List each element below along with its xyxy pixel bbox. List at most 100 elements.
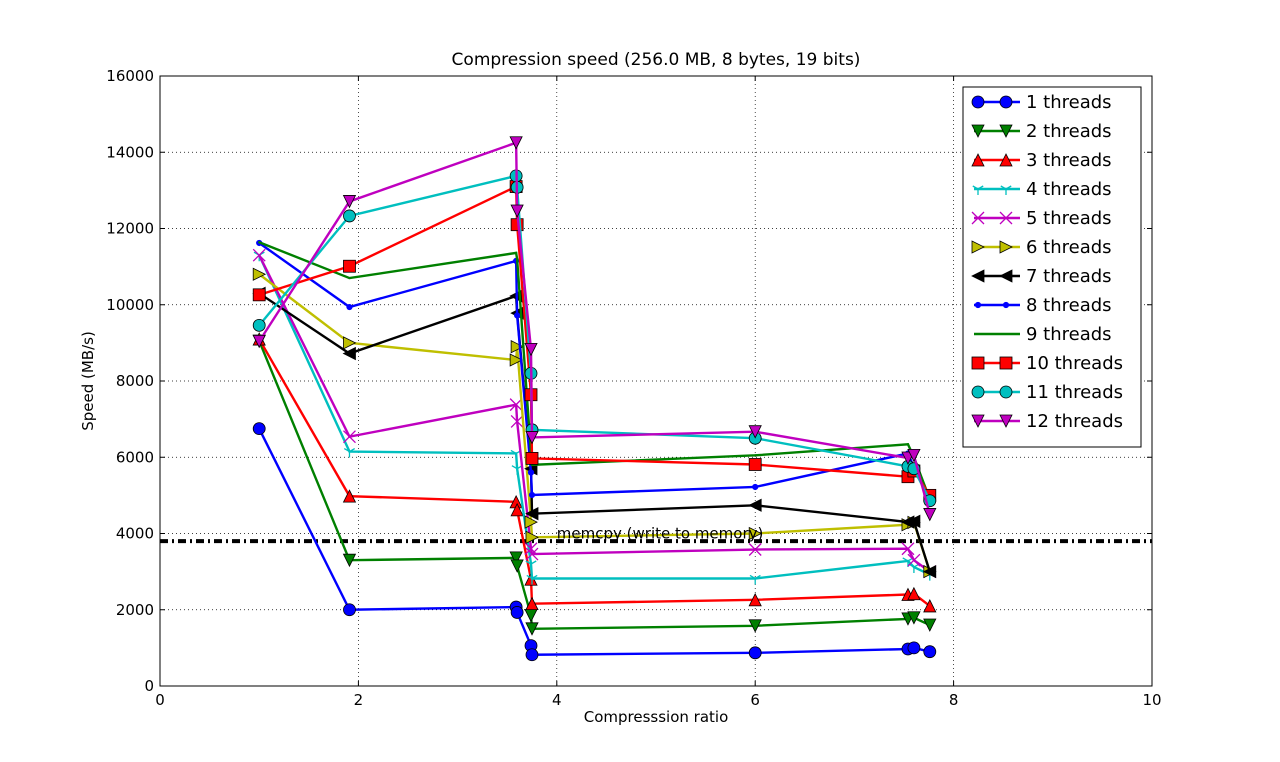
series-1-point xyxy=(510,606,524,619)
series-group xyxy=(252,136,937,662)
legend-marker xyxy=(977,333,979,335)
series-4-point xyxy=(343,447,356,458)
series-8-point xyxy=(514,312,521,319)
series-9-point xyxy=(906,443,909,446)
series-3-point xyxy=(510,502,524,517)
series-10-point xyxy=(525,451,539,465)
series-9-point xyxy=(754,454,757,457)
memcpy-annotation: memcpy (write to memory) xyxy=(557,525,764,543)
series-3 xyxy=(252,332,937,613)
y-tick-label: 10000 xyxy=(106,296,154,314)
legend-label: 7 threads xyxy=(1026,266,1112,287)
x-tick-label: 8 xyxy=(949,691,959,709)
legend-marker xyxy=(999,269,1013,283)
series-7-point xyxy=(342,346,356,361)
series-3-point xyxy=(525,596,539,611)
axis-ticks: 0 2 4 6 8 10 0 2000 4000 6000 8000 10000 12000 14000 1… xyxy=(106,67,1161,709)
legend-marker xyxy=(971,356,985,370)
y-tick-label: 4000 xyxy=(116,525,154,543)
legend-marker xyxy=(971,124,985,138)
series-7-point xyxy=(525,507,539,521)
legend-item: 6 threads xyxy=(971,237,1112,258)
series-8-point xyxy=(346,303,353,311)
grid xyxy=(160,76,1152,686)
series-1-point xyxy=(252,422,266,436)
series-12-point xyxy=(923,508,937,522)
legend-item: 3 threads xyxy=(971,150,1112,171)
y-tick-label: 2000 xyxy=(116,601,154,619)
series-5-point xyxy=(748,543,762,556)
y-tick-label: 16000 xyxy=(106,67,154,85)
series-5-point xyxy=(907,553,921,567)
legend: 1 threads 2 threads 3 threads 4 threads 5 th… xyxy=(962,86,1142,448)
series-6-point xyxy=(525,530,539,544)
legend-label: 5 threads xyxy=(1026,208,1112,229)
legend-item: 12 threads xyxy=(971,411,1123,432)
legend-item: 8 threads xyxy=(974,295,1112,316)
legend-item: 2 threads xyxy=(971,121,1112,142)
y-tick-label: 6000 xyxy=(116,448,154,466)
legend-box xyxy=(962,86,1142,448)
series-2-point xyxy=(748,619,762,633)
series-9-point xyxy=(516,258,519,260)
legend-marker xyxy=(972,185,984,195)
series-9-point xyxy=(531,463,533,466)
legend-label: 10 threads xyxy=(1026,353,1123,374)
series-7-point xyxy=(907,514,921,528)
series-9-point xyxy=(515,251,518,254)
series-5-point xyxy=(524,542,538,556)
series-12-point xyxy=(525,431,539,445)
y-axis-title: Speed (MB/s) xyxy=(79,331,97,431)
series-4-point xyxy=(749,574,761,585)
y-tick-label: 12000 xyxy=(106,220,154,238)
series-1-point xyxy=(923,645,937,659)
chart-title: Compression speed (256.0 MB, 8 bytes, 19… xyxy=(452,50,861,70)
legend-marker xyxy=(974,301,982,309)
x-tick-label: 2 xyxy=(354,691,364,709)
series-5-point xyxy=(510,414,524,428)
series-5-point xyxy=(525,547,539,561)
x-tick-label: 10 xyxy=(1142,691,1161,709)
series-1-point xyxy=(748,646,762,660)
series-1 xyxy=(252,422,937,662)
series-12 xyxy=(252,136,937,522)
legend-label: 4 threads xyxy=(1026,179,1112,200)
legend-marker xyxy=(971,385,985,399)
series-4-point xyxy=(526,574,538,585)
legend-marker xyxy=(999,240,1013,254)
series-2-point xyxy=(525,622,539,636)
series-5-line xyxy=(258,254,931,573)
legend-marker xyxy=(971,211,985,225)
series-8-line xyxy=(258,242,931,498)
series-7-point xyxy=(748,498,762,512)
series-12-point xyxy=(509,136,523,150)
series-6-point xyxy=(748,526,763,541)
series-9-point xyxy=(348,277,351,280)
x-tick-label: 0 xyxy=(155,691,165,709)
series-6-point xyxy=(524,515,538,529)
series-4-point xyxy=(525,560,537,570)
series-5-point xyxy=(343,430,356,444)
legend-marker xyxy=(999,153,1013,167)
legend-item: 5 threads xyxy=(971,208,1112,229)
series-5-point xyxy=(509,398,523,412)
legend-item: 9 threads xyxy=(974,324,1112,345)
series-6-point xyxy=(510,340,525,354)
x-tick-label: 6 xyxy=(750,691,760,709)
legend-item: 11 threads xyxy=(971,382,1123,403)
legend-label: 9 threads xyxy=(1026,324,1112,345)
series-5-point xyxy=(901,542,915,556)
series-3-point xyxy=(923,599,937,613)
legend-item: 10 threads xyxy=(971,353,1123,374)
series-5-point xyxy=(252,248,266,262)
legend-item: 7 threads xyxy=(971,266,1112,287)
series-11-point xyxy=(343,209,356,223)
series-10-point xyxy=(343,259,356,273)
series-8-point xyxy=(527,469,535,476)
series-3-point xyxy=(907,586,921,601)
series-1-point xyxy=(907,641,921,655)
legend-marker xyxy=(999,414,1013,428)
legend-label: 11 threads xyxy=(1026,382,1123,403)
series-12-point xyxy=(907,448,921,463)
